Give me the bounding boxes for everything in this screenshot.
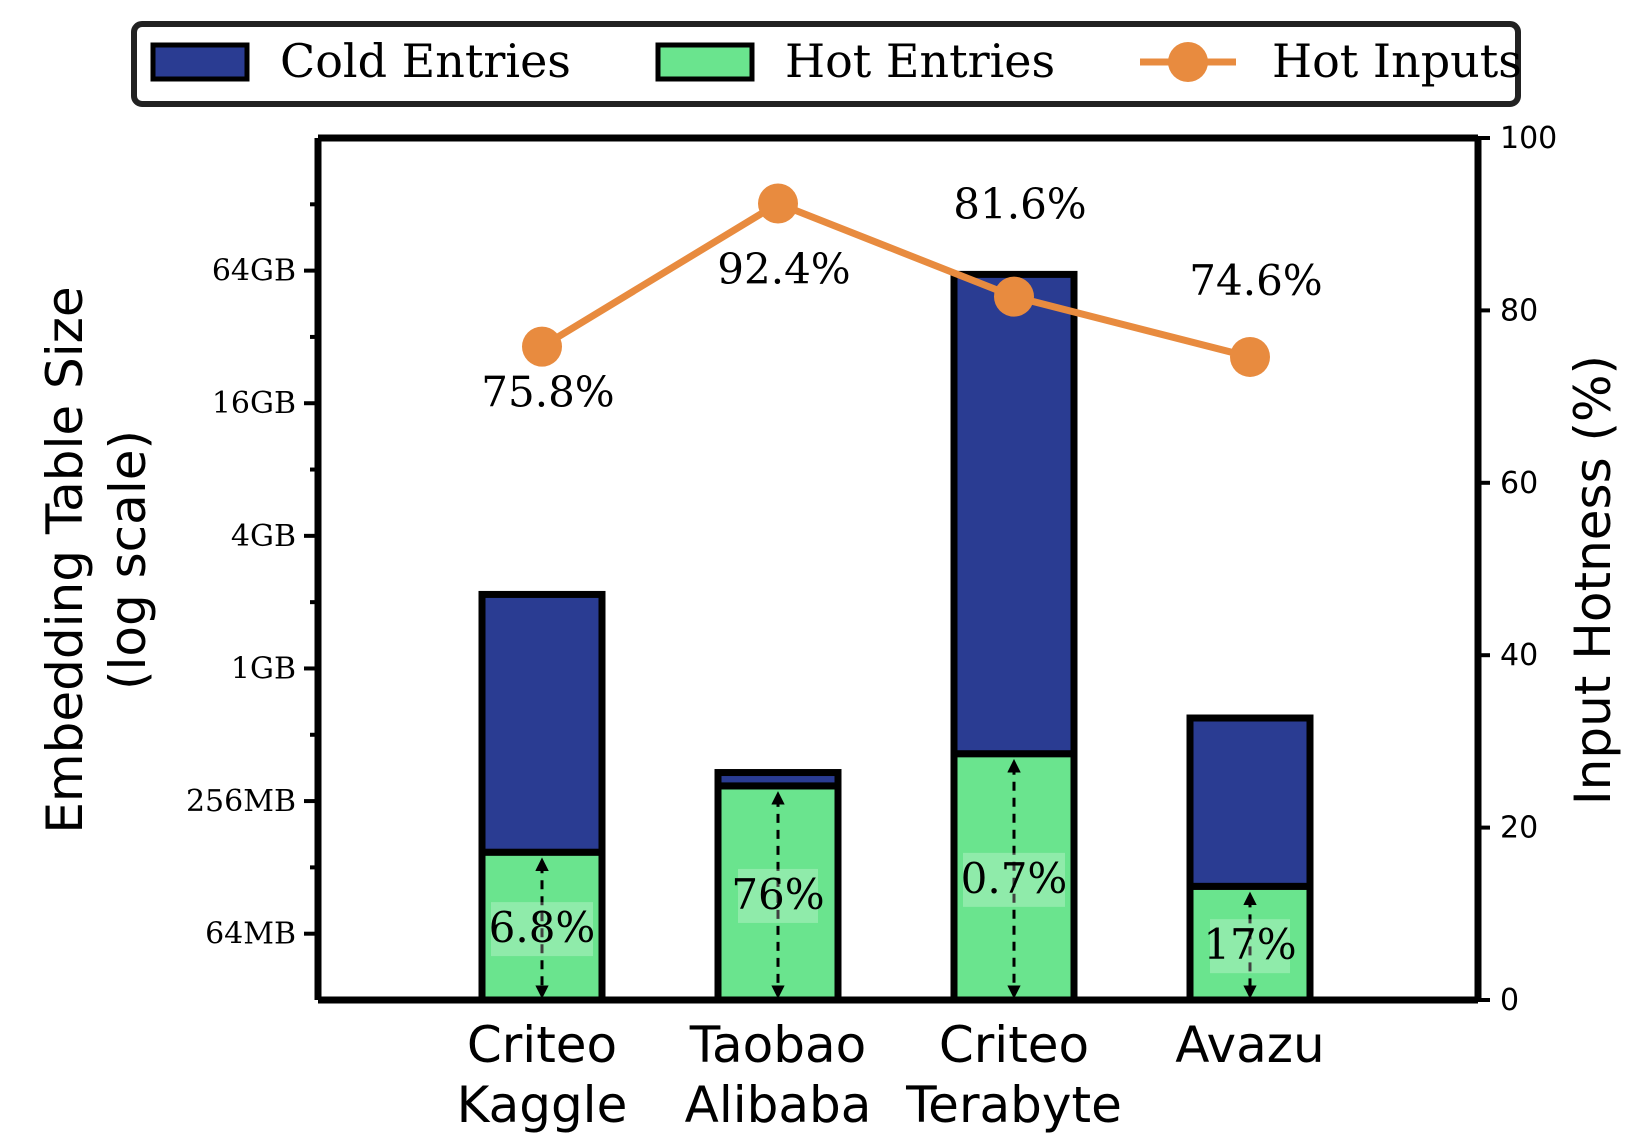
legend-label-hot: Hot Entries <box>785 34 1055 88</box>
y-left-tick-label-1: 256MB <box>186 784 296 819</box>
y-left-tick-label-4: 16GB <box>212 386 296 421</box>
hot-inputs-line <box>540 200 1251 361</box>
legend-box <box>131 21 1521 107</box>
y-left-title-line2: (log scale) <box>99 430 157 690</box>
hot-inputs-value-label-1: 92.4% <box>717 245 850 294</box>
y-left-tick-label-0: 64MB <box>205 917 296 952</box>
hot-share-label-2: 0.7% <box>961 854 1068 903</box>
y-left-axis-title: Embedding Table Size (log scale) <box>36 286 157 833</box>
x-tick-label-1-0: Taobao <box>689 1016 866 1074</box>
x-tick-label-0-1: Kaggle <box>457 1076 628 1134</box>
hot-label-bg-2 <box>963 852 1065 907</box>
y-right-tick-label-5: 100 <box>1500 121 1557 156</box>
hot-label-bg-1 <box>738 868 818 923</box>
hot-inputs-point-1 <box>758 183 798 224</box>
y-right-tick-label-1: 20 <box>1500 811 1538 846</box>
hot-label-bg-0 <box>491 902 593 957</box>
y-right-tick-label-2: 40 <box>1500 638 1538 673</box>
y-left-title-line1: Embedding Table Size <box>36 286 94 833</box>
bar-cold-2 <box>950 270 1078 758</box>
hot-share-label-1: 76% <box>731 870 824 919</box>
x-tick-label-3-0: Avazu <box>1175 1016 1324 1074</box>
legend: Cold Entries Hot Entries Hot Inputs <box>131 21 1522 107</box>
bar-cold-3 <box>1186 714 1314 890</box>
y-left-tick-label-5: 64GB <box>212 254 296 289</box>
legend-swatch-hot <box>655 42 755 82</box>
hot-inputs-value-label-3: 74.6% <box>1189 256 1322 305</box>
hot-share-label-0: 6.8% <box>489 903 596 952</box>
x-tick-label-1-1: Alibaba <box>685 1076 872 1134</box>
y-right-tick-label-4: 80 <box>1500 293 1538 328</box>
y-left-tick-label-3: 4GB <box>231 519 296 554</box>
hot-inputs-point-0 <box>522 326 562 367</box>
bar-cold-1 <box>714 769 842 790</box>
hot-inputs-point-2 <box>994 276 1034 317</box>
y-right-tick-label-0: 0 <box>1500 983 1519 1018</box>
y-right-tick-label-3: 60 <box>1500 466 1538 501</box>
x-tick-label-2-1: Terabyte <box>905 1076 1122 1134</box>
x-tick-label-2-0: Criteo <box>939 1016 1089 1074</box>
plot-area: 6.8% 76% 0.7% 17% 64MB 256MB 1GB 4GB 16GB 64GB 0 20… <box>186 121 1557 1134</box>
hot-label-bg-3 <box>1210 919 1290 974</box>
y-right-axis-title: Input Hotness (%) <box>1564 355 1622 805</box>
hot-inputs-value-label-2: 81.6% <box>953 180 1086 229</box>
x-tick-label-0-0: Criteo <box>467 1016 617 1074</box>
legend-label-hot-inputs: Hot Inputs <box>1272 34 1522 88</box>
legend-marker-hot-inputs <box>1168 42 1208 82</box>
hot-share-label-3: 17% <box>1203 920 1296 969</box>
legend-label-cold: Cold Entries <box>280 34 571 88</box>
y-left-tick-label-2: 1GB <box>231 651 296 686</box>
legend-swatch-cold <box>150 42 250 82</box>
hot-inputs-value-label-0: 75.8% <box>481 368 614 417</box>
bar-cold-0 <box>478 590 606 856</box>
hot-inputs-point-3 <box>1230 336 1270 377</box>
